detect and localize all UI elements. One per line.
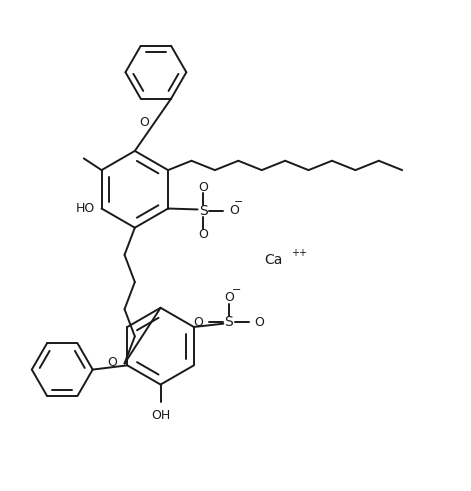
- Text: −: −: [232, 284, 242, 295]
- Text: O: O: [198, 181, 208, 194]
- Text: S: S: [199, 204, 208, 218]
- Text: Ca: Ca: [264, 252, 282, 267]
- Text: S: S: [225, 315, 233, 329]
- Text: O: O: [229, 204, 239, 218]
- Text: O: O: [224, 292, 234, 304]
- Text: ++: ++: [291, 247, 307, 257]
- Text: OH: OH: [151, 409, 170, 422]
- Text: HO: HO: [75, 202, 95, 215]
- Text: O: O: [198, 228, 208, 241]
- Text: O: O: [255, 316, 265, 329]
- Text: O: O: [107, 356, 117, 369]
- Text: −: −: [234, 197, 243, 207]
- Text: O: O: [139, 116, 149, 129]
- Text: O: O: [193, 316, 203, 329]
